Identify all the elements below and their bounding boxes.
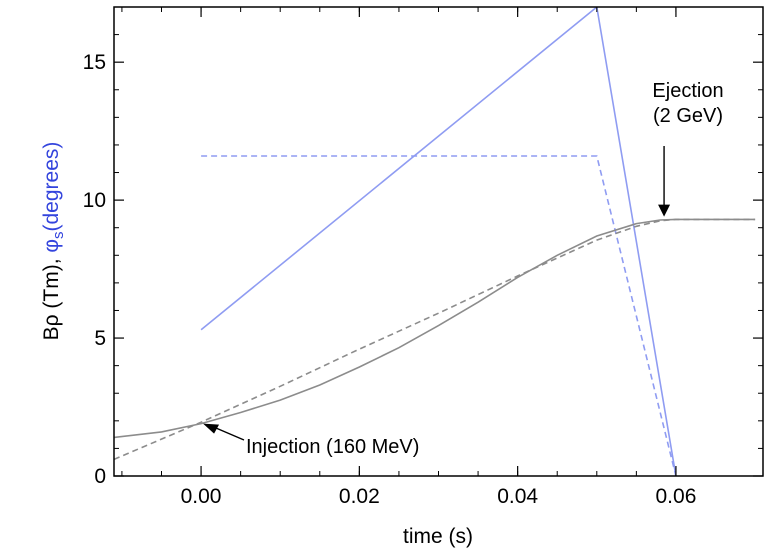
series-3-line <box>114 218 756 461</box>
y-axis-title-part: s <box>50 232 67 240</box>
y-tick-label: 5 <box>94 327 106 350</box>
injection-label: Injection (160 MeV) <box>246 436 419 458</box>
injection-arrowhead <box>203 423 220 434</box>
annotations-layer: Injection (160 MeV) Ejection (2 GeV) <box>203 80 724 458</box>
y-axis-title-part: φ <box>40 239 63 253</box>
series-layer <box>114 7 756 476</box>
y-axis-title-part: (degrees) <box>40 142 63 232</box>
x-tick-label: 0.04 <box>497 485 538 508</box>
ejection-arrowhead <box>658 204 671 217</box>
ticks-layer: 0.00 0.02 0.04 0.06 0 5 10 15 <box>83 6 763 508</box>
y-tick-label: 0 <box>94 465 106 488</box>
x-tick-label: 0.00 <box>181 485 222 508</box>
ejection-label-line: (2 GeV) <box>653 105 723 127</box>
plot-frame <box>113 6 764 477</box>
y-axis-title: Bρ (Tm), φs(degrees) <box>40 142 67 341</box>
x-axis-title: time (s) <box>403 525 473 548</box>
y-tick-label: 15 <box>83 51 106 74</box>
series-2-line <box>114 218 756 439</box>
series-1-line <box>201 155 677 476</box>
injection-arrow <box>214 426 245 441</box>
x-tick-label: 0.02 <box>339 485 380 508</box>
series-0-line <box>200 7 677 476</box>
y-tick-label: 10 <box>83 189 106 212</box>
y-axis-title-part: Bρ (Tm), <box>40 253 63 341</box>
x-tick-label: 0.06 <box>656 485 697 508</box>
ejection-label-line: Ejection <box>652 80 723 102</box>
